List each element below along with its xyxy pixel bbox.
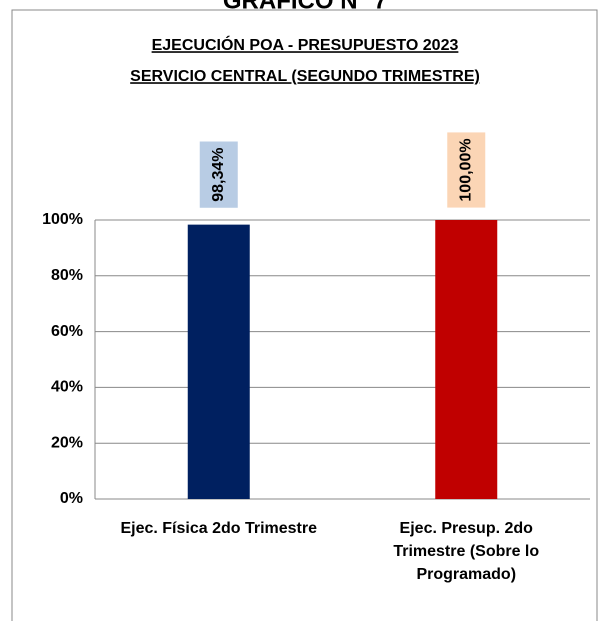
value-label: 98,34% — [210, 147, 227, 201]
y-tick-label: 40% — [51, 379, 83, 396]
x-tick-label: Ejec. Presup. 2do Trimestre (Sobre lo Pr… — [393, 520, 540, 583]
value-label-bg — [447, 132, 486, 208]
y-tick-label: 100% — [42, 211, 83, 228]
value-label: 100,00% — [457, 138, 474, 201]
value-label-bg — [199, 141, 238, 208]
y-tick-label: 60% — [51, 323, 83, 340]
y-tick-label: 80% — [51, 267, 83, 284]
bar — [435, 220, 498, 499]
y-tick-label: 20% — [51, 434, 83, 451]
chart-border — [11, 9, 598, 621]
y-tick-label: 0% — [60, 490, 83, 507]
bar — [187, 224, 250, 499]
x-tick-label: Ejec. Física 2do Trimestre — [120, 520, 318, 537]
chart-subtitle: SERVICIO CENTRAL (SEGUNDO TRIMESTRE) — [130, 68, 480, 85]
chart-title: EJECUCIÓN POA - PRESUPUESTO 2023 — [152, 35, 459, 54]
chart-header: GRÁFICO N° 7 — [223, 0, 387, 14]
